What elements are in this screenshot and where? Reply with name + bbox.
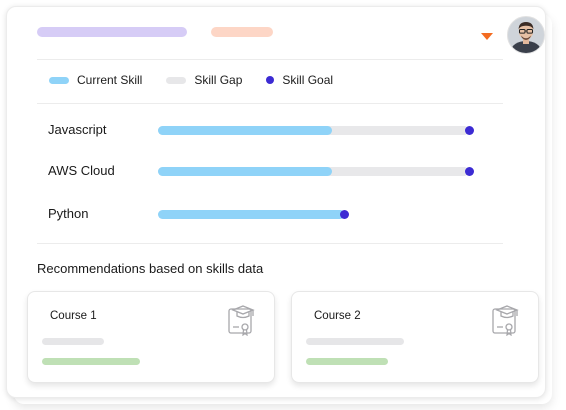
- legend-goal-label: Skill Goal: [282, 73, 334, 87]
- skill-gap-swatch: [166, 76, 187, 84]
- skill-name-python: Python: [48, 206, 89, 221]
- course-card-2[interactable]: Course 2: [291, 291, 539, 383]
- skill-current-fill-javascript: [158, 126, 333, 135]
- skill-track-javascript: [158, 125, 474, 135]
- skill-name-aws-cloud: AWS Cloud: [48, 163, 115, 178]
- skill-current-fill-aws-cloud: [158, 167, 333, 176]
- course-meta-placeholder-1: [42, 338, 104, 345]
- skill-goal-marker-python: [340, 209, 350, 219]
- course-progress-placeholder-1: [42, 358, 140, 365]
- recommendations-title: Recommendations based on skills data: [37, 261, 264, 276]
- skill-goal-swatch: [266, 76, 275, 84]
- course-progress-placeholder-2: [306, 358, 388, 365]
- legend-gap-label: Skill Gap: [194, 73, 243, 87]
- skills-divider: [37, 243, 503, 244]
- current-skill-swatch: [49, 76, 69, 84]
- header-divider: [37, 59, 503, 60]
- chevron-down-icon[interactable]: [481, 33, 493, 40]
- course-card-1[interactable]: Course 1: [27, 291, 275, 383]
- certificate-icon: [228, 305, 255, 336]
- header-placeholder-bar: [37, 27, 187, 37]
- skill-track-python: [158, 209, 469, 219]
- skill-goal-marker-aws-cloud: [464, 166, 474, 176]
- skill-current-fill-python: [158, 210, 345, 219]
- legend-skill-gap: Skill Gap: [166, 73, 242, 87]
- skills-card: Current Skill Skill Gap Skill Goal Javas…: [6, 6, 546, 398]
- certificate-icon: [492, 305, 519, 336]
- skill-name-javascript: Javascript: [48, 122, 107, 137]
- legend-current-skill: Current Skill: [49, 73, 142, 87]
- legend-current-label: Current Skill: [77, 73, 143, 87]
- legend-skill-goal: Skill Goal: [266, 73, 333, 87]
- avatar[interactable]: [507, 16, 545, 54]
- course-meta-placeholder-2: [306, 338, 404, 345]
- legend-divider: [37, 103, 503, 104]
- avatar-photo-icon: [508, 17, 544, 53]
- header-placeholder-tag: [211, 27, 273, 37]
- course-title-1: Course 1: [50, 310, 97, 322]
- skill-track-aws-cloud: [158, 166, 474, 176]
- skill-legend: Current Skill Skill Gap Skill Goal: [49, 73, 357, 87]
- skill-goal-marker-javascript: [464, 125, 474, 135]
- course-title-2: Course 2: [314, 310, 361, 322]
